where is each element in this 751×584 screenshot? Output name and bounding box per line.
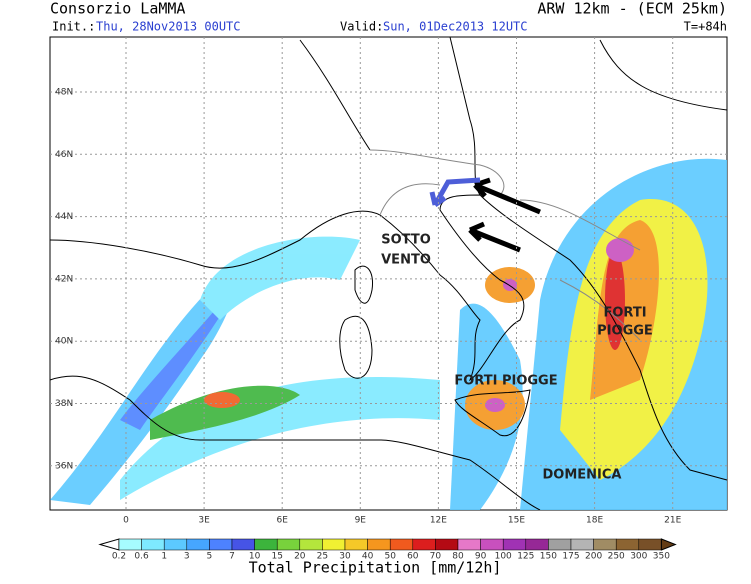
colorbar-swatch	[254, 538, 278, 551]
colorbar-swatch	[548, 538, 572, 551]
lat-label: 36N	[55, 461, 73, 471]
lead-time: T=+84h	[684, 20, 727, 34]
valid-label: Valid:	[340, 20, 383, 34]
right-title: ARW 12km - (ECM 25km)	[537, 0, 727, 18]
borders	[369, 149, 641, 341]
lon-label: 21E	[664, 516, 681, 526]
colorbar-label: 20	[294, 552, 306, 562]
colorbar-label: 60	[407, 552, 419, 562]
colorbar-label: 350	[653, 552, 670, 562]
lat-label: 40N	[55, 337, 73, 347]
lat-label: 42N	[55, 274, 73, 284]
annotation: FORTI PIOGGE	[454, 374, 557, 389]
colorbar-label: 200	[585, 552, 602, 562]
colorbar-end	[660, 538, 677, 551]
colorbar-label: 3	[184, 552, 190, 562]
colorbar-end	[98, 538, 120, 551]
colorbar-title: Total Precipitation [mm/12h]	[249, 559, 502, 577]
colorbar-label: 100	[495, 552, 512, 562]
colorbar-label: 125	[517, 552, 534, 562]
colorbar-label: 10	[249, 552, 261, 562]
colorbar-label: 300	[630, 552, 647, 562]
colorbar-swatch	[480, 538, 504, 551]
colorbar-label: 0.2	[112, 552, 126, 562]
colorbar-swatch	[389, 538, 414, 551]
colorbar: 0.2 0.6 1 3 5 7 10 15 20 25 30 40 50 60 70 80 90 100 125 15…	[98, 538, 677, 562]
colorbar-label: 15	[271, 552, 282, 562]
colorbar-label: 0.6	[134, 552, 149, 562]
coastlines	[49, 36, 728, 511]
map: 48N 46N 44N 42N 40N 38N 36N 0 3E 6E 9E 12E 15E 18E 21E…	[49, 36, 728, 526]
precip-fields	[50, 158, 727, 511]
colorbar-swatch	[186, 538, 210, 551]
annotation: SOTTO	[381, 233, 431, 248]
colorbar-swatch	[570, 538, 594, 551]
colorbar-swatch	[412, 538, 436, 551]
colorbar-label: 80	[452, 552, 464, 562]
colorbar-swatch	[367, 538, 391, 551]
colorbar-swatch	[344, 538, 368, 551]
colorbar-swatch	[163, 538, 188, 551]
left-title: Consorzio LaMMA	[50, 0, 185, 18]
colorbar-label: 25	[317, 552, 328, 562]
colorbar-swatch	[118, 538, 142, 551]
colorbar-label: 40	[362, 552, 374, 562]
colorbar-swatch	[435, 538, 459, 551]
colorbar-label: 30	[339, 552, 351, 562]
lon-label: 12E	[430, 516, 447, 526]
colorbar-label: 150	[540, 552, 557, 562]
colorbar-swatch	[276, 538, 301, 551]
colorbar-swatch	[593, 538, 617, 551]
annotation: DOMENICA	[543, 468, 622, 483]
annotation: PIOGGE	[597, 324, 653, 339]
lat-label: 46N	[55, 150, 73, 160]
lat-label: 44N	[55, 212, 73, 222]
lon-label: 9E	[355, 516, 367, 526]
lon-label: 18E	[586, 516, 603, 526]
colorbar-swatch	[322, 538, 346, 551]
annotation: FORTI	[603, 306, 646, 321]
colorbar-label: 50	[384, 552, 396, 562]
colorbar-swatch	[141, 538, 165, 551]
lon-label: 15E	[508, 516, 525, 526]
init-label: Init.:	[52, 20, 95, 34]
lat-label: 38N	[55, 399, 73, 409]
colorbar-label: 70	[430, 552, 442, 562]
colorbar-label: 7	[229, 552, 235, 562]
colorbar-swatch	[231, 538, 255, 551]
colorbar-swatch	[209, 538, 233, 551]
graticule: 48N 46N 44N 42N 40N 38N 36N 0 3E 6E 9E 12E 15E 18E 21E	[50, 37, 727, 526]
colorbar-swatch	[299, 538, 323, 551]
lon-label: 0	[123, 516, 129, 526]
colorbar-swatch	[525, 538, 549, 551]
colorbar-label: 90	[475, 552, 487, 562]
colorbar-swatch	[615, 538, 640, 551]
annotation: VENTO	[381, 253, 431, 268]
colorbar-label: 175	[562, 552, 579, 562]
colorbar-label: 5	[207, 552, 213, 562]
colorbar-swatch	[638, 538, 662, 551]
init-value: Thu, 28Nov2013 00UTC	[96, 20, 241, 34]
arrows	[429, 177, 541, 253]
valid-value: Sun, 01Dec2013 12UTC	[383, 20, 528, 34]
colorbar-swatch	[502, 538, 527, 551]
colorbar-label: 1	[161, 552, 167, 562]
lon-label: 3E	[198, 516, 210, 526]
lon-label: 6E	[276, 516, 288, 526]
colorbar-swatch	[457, 538, 481, 551]
lat-label: 48N	[55, 88, 73, 98]
colorbar-label: 250	[608, 552, 625, 562]
